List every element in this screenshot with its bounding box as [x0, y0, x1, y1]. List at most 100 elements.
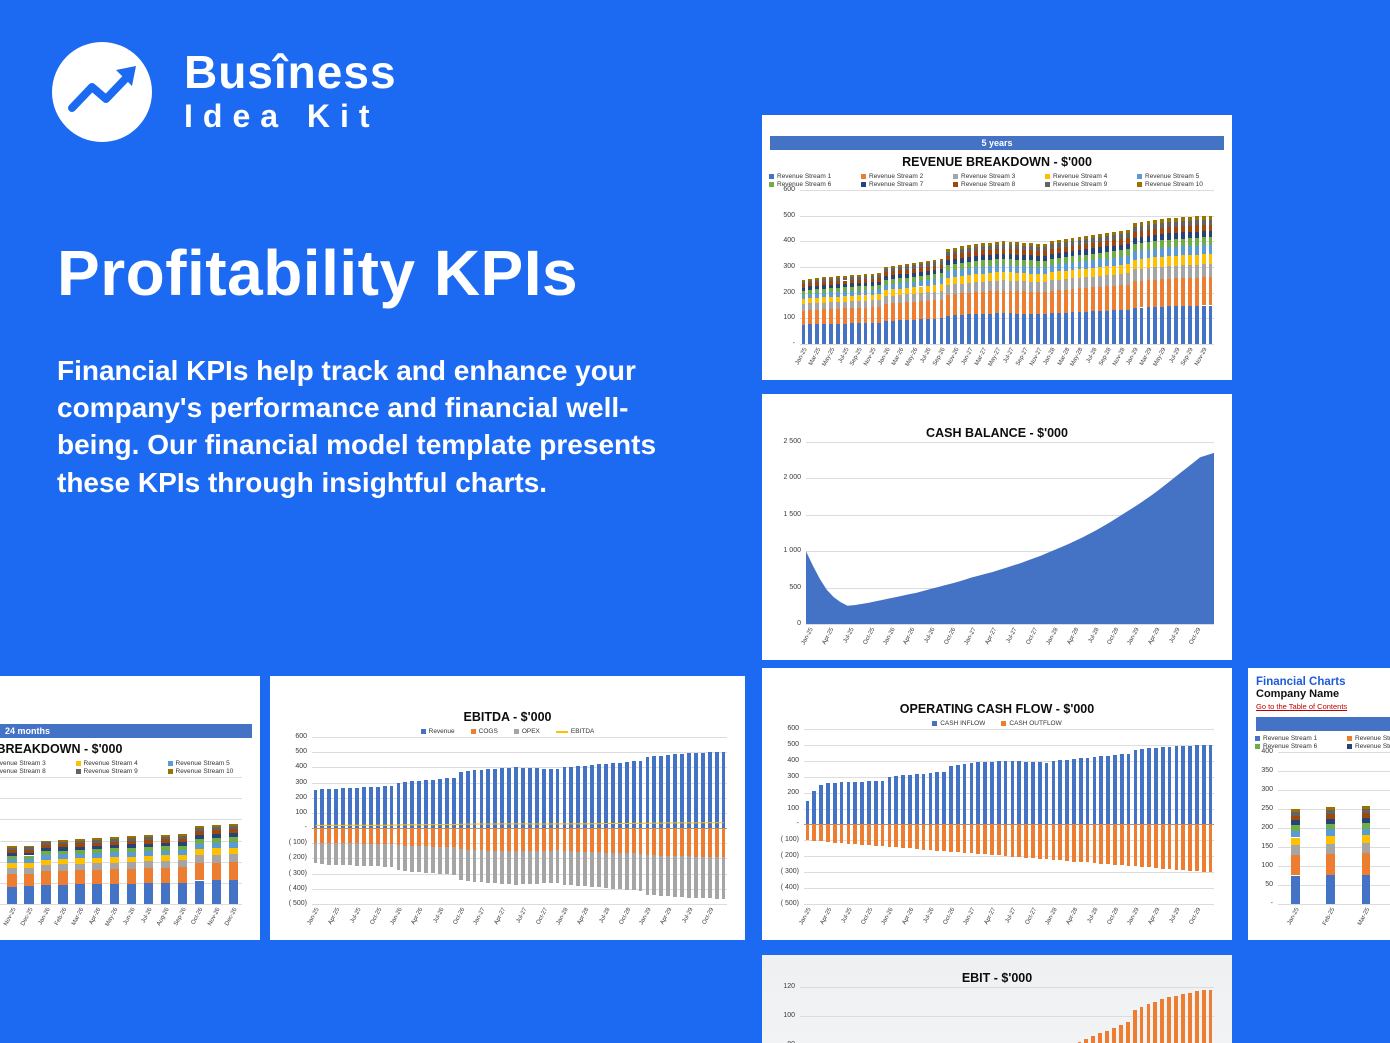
bar-segment [521, 767, 525, 829]
legend-label: Revenue Stream 6 [1263, 743, 1318, 750]
bar-segment [576, 851, 581, 886]
legend-label: Revenue Stream 7 [1355, 743, 1390, 750]
bar-segment [403, 845, 408, 872]
bar-segment [1160, 824, 1165, 869]
bar-segment [925, 274, 930, 280]
gridline [0, 840, 242, 842]
bar-segment [1043, 292, 1047, 315]
bar-segment [1187, 254, 1192, 266]
bar-segment [177, 849, 188, 855]
bar-segment [604, 828, 608, 853]
legend-label: Revenue Stream 10 [175, 768, 234, 775]
bar-segment [980, 250, 985, 256]
bar-segment [911, 281, 916, 288]
bar-segment [389, 844, 394, 868]
bar-segment [1181, 278, 1185, 306]
bar-segment [960, 253, 965, 259]
bar-segment [819, 785, 823, 825]
bar-segment [1291, 875, 1300, 904]
chart-plot: 600 500 400 300 200 100 - ( 100) ( 200) ( 300) ( 4… [278, 733, 737, 934]
bar-segment [431, 828, 435, 847]
bar-segment [1043, 247, 1047, 252]
bar-segment [1010, 824, 1015, 857]
bar-segment [1201, 264, 1206, 278]
bar-segment [327, 788, 332, 829]
bar-segment [228, 842, 239, 848]
bar-segment [109, 857, 119, 863]
bar-segment [638, 828, 643, 854]
bar-segment [1139, 258, 1144, 269]
legend-label: Revenue Stream 4 [1053, 173, 1108, 180]
legend-swatch [1255, 744, 1260, 749]
bar-segment [925, 263, 930, 267]
bar-segment [1153, 1001, 1158, 1043]
bar-segment [801, 287, 806, 291]
bar-segment [918, 301, 923, 320]
bar-segment [1084, 254, 1089, 261]
bar-segment [877, 307, 882, 323]
bar-segment [974, 250, 978, 256]
bar-segment [822, 277, 827, 280]
y-axis-label: 50 [1265, 881, 1273, 888]
bar-segment [361, 843, 366, 866]
bar-segment [967, 282, 971, 293]
legend-label: EBITDA [570, 728, 595, 735]
bar-segment [1037, 762, 1042, 825]
ebit-panel: EBIT - $'000 12010080604020-( 20)( 40)Ja… [762, 955, 1232, 1043]
table-of-contents-link[interactable]: Go to the Table of Contents [1256, 702, 1348, 711]
bar-segment [884, 272, 889, 277]
bar-segment [856, 276, 861, 280]
bar-segment [1029, 243, 1034, 247]
legend-item: Revenue Stream 4 [1045, 173, 1133, 180]
bar-segment [1091, 248, 1096, 254]
bar-segment [92, 857, 102, 864]
bar-segment [1105, 246, 1109, 252]
bar-segment [355, 787, 359, 829]
bar-segment [856, 290, 861, 296]
bar-segment [1015, 254, 1020, 260]
bar-segment [177, 867, 188, 883]
bar-segment [1201, 254, 1206, 265]
bar-segment [548, 850, 553, 884]
gridline [312, 767, 727, 769]
bar-segment [1147, 824, 1151, 868]
bar-segment [853, 824, 858, 845]
bar-segment [946, 294, 951, 316]
bar-segment [1049, 280, 1054, 291]
bar-segment [1139, 1007, 1144, 1043]
bar-segment [1022, 260, 1027, 267]
bar-segment [211, 830, 222, 835]
bar-segment [974, 313, 978, 344]
bar-segment [24, 873, 34, 887]
bar-segment [870, 278, 875, 283]
bar-segment [1105, 266, 1109, 276]
bar-segment [1008, 272, 1013, 281]
bar-segment [1146, 221, 1151, 225]
bar-segment [341, 843, 346, 866]
bar-segment [160, 867, 170, 884]
bar-segment [444, 847, 449, 875]
bar-segment [994, 259, 999, 266]
bar-segment [832, 782, 837, 825]
bar-segment [983, 824, 987, 855]
logo: Busîness Idea Kit [52, 42, 397, 142]
bar-segment [341, 788, 346, 829]
bar-segment [527, 828, 532, 851]
legend-label: Revenue Stream 3 [961, 173, 1016, 180]
bar-segment [1091, 235, 1096, 239]
bar-segment [1031, 762, 1035, 825]
bar-segment [1077, 237, 1082, 241]
bar-segment [967, 252, 971, 258]
bar-segment [1001, 272, 1006, 281]
bar-segment [1106, 755, 1110, 825]
bar-segment [1112, 257, 1116, 266]
bar-segment [801, 310, 806, 325]
bar-segment [829, 296, 833, 303]
bar-segment [1008, 244, 1013, 249]
legend-item: Revenue Stream 2 [861, 173, 949, 180]
bar-segment [1065, 824, 1069, 861]
bar-segment [438, 846, 442, 874]
bar-segment [1070, 269, 1075, 279]
bar-segment [967, 267, 971, 275]
